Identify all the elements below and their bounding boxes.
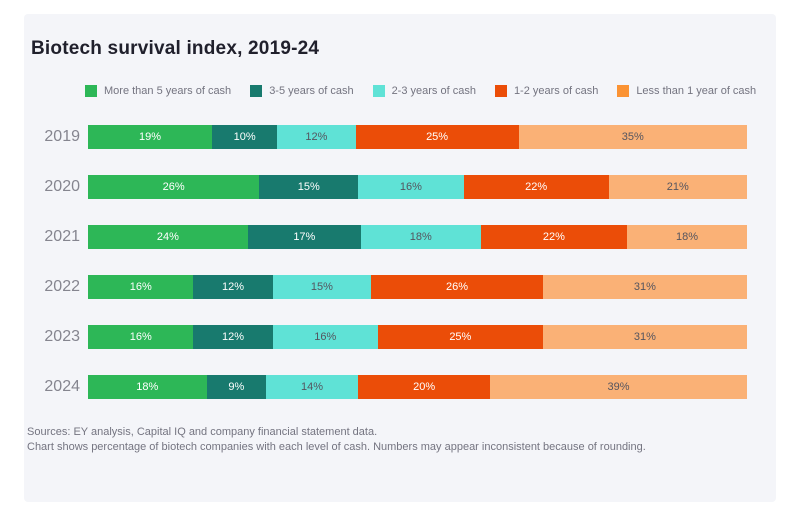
bar-segment: 22% — [480, 225, 628, 249]
legend-swatch-icon — [372, 85, 385, 97]
legend-item: 1-2 years of cash — [494, 85, 599, 97]
bar-segment: 17% — [247, 225, 361, 249]
legend-swatch-icon — [494, 85, 507, 97]
bar-segment: 39% — [490, 375, 748, 399]
bar-segment: 18% — [360, 225, 481, 249]
bar-segment: 12% — [277, 125, 356, 149]
stacked-bar: 16% 12% 16% 25% 31% — [88, 325, 747, 349]
legend-item: 3-5 years of cash — [250, 85, 354, 97]
stacked-bar: 24% 17% 18% 22% 18% — [88, 225, 747, 249]
bar-segment: 12% — [193, 325, 273, 349]
stacked-bar: 19% 10% 12% 25% 35% — [88, 125, 747, 149]
bar-segment: 26% — [371, 275, 543, 299]
chart-row: 2020 26% 15% 16% 22% 21% — [24, 175, 776, 199]
legend: More than 5 years of cash 3-5 years of ca… — [24, 85, 776, 97]
bar-segment: 26% — [88, 175, 260, 199]
chart-row: 2024 18% 9% 14% 20% 39% — [24, 375, 776, 399]
chart-panel: Biotech survival index, 2019-24 More tha… — [24, 14, 776, 502]
bar-segment: 31% — [542, 325, 747, 349]
legend-item: Less than 1 year of cash — [617, 85, 756, 97]
year-label: 2023 — [44, 328, 80, 345]
bar-segment: 31% — [542, 275, 747, 299]
stacked-bar: 18% 9% 14% 20% 39% — [88, 375, 748, 399]
bar-segment: 14% — [265, 375, 359, 399]
chart-row: 2023 16% 12% 16% 25% 31% — [24, 325, 776, 349]
bar-segment: 24% — [88, 225, 248, 249]
bar-segment: 20% — [358, 375, 490, 399]
legend-label: 3-5 years of cash — [269, 85, 354, 97]
chart-row: 2022 16% 12% 15% 26% 31% — [24, 275, 776, 299]
legend-label: More than 5 years of cash — [104, 85, 232, 97]
legend-label: 1-2 years of cash — [513, 85, 599, 97]
bar-segment: 35% — [518, 125, 747, 149]
bar-segment: 10% — [211, 125, 278, 149]
bar-segment: 15% — [272, 275, 372, 299]
legend-item: 2-3 years of cash — [372, 85, 476, 97]
bar-segment: 9% — [206, 375, 266, 399]
bar-segment: 16% — [358, 175, 464, 199]
legend-label: Less than 1 year of cash — [636, 85, 757, 97]
chart-title: Biotech survival index, 2019-24 — [31, 38, 320, 59]
chart-row: 2021 24% 17% 18% 22% 18% — [24, 225, 776, 249]
stacked-bar: 26% 15% 16% 22% 21% — [88, 175, 747, 199]
bar-segment: 16% — [272, 325, 378, 349]
legend-swatch-icon — [250, 85, 263, 97]
bar-segment: 18% — [627, 225, 747, 249]
bar-segment: 15% — [259, 175, 359, 199]
year-label: 2019 — [44, 128, 80, 145]
year-label: 2021 — [44, 228, 80, 245]
bar-segment: 22% — [463, 175, 609, 199]
bar-segment: 16% — [88, 275, 194, 299]
bar-segment: 18% — [88, 375, 207, 399]
footer-sources-line: Sources: EY analysis, Capital IQ and com… — [27, 426, 378, 438]
bar-segment: 25% — [377, 325, 543, 349]
chart-rows: 2019 19% 10% 12% 25% 35% 2020 26% 15% 16% 22% 21% 20… — [24, 125, 776, 399]
chart-row: 2019 19% 10% 12% 25% 35% — [24, 125, 776, 149]
bar-segment: 16% — [88, 325, 194, 349]
footer-note-line: Chart shows percentage of biotech compan… — [27, 441, 646, 453]
legend-swatch-icon — [85, 85, 97, 97]
chart-footer: Sources: EY analysis, Capital IQ and com… — [24, 425, 776, 455]
legend-swatch-icon — [617, 85, 630, 97]
bar-segment: 19% — [88, 125, 212, 149]
year-label: 2024 — [44, 378, 80, 395]
legend-item: More than 5 years of cash — [85, 85, 231, 97]
bar-segment: 25% — [355, 125, 519, 149]
stacked-bar: 16% 12% 15% 26% 31% — [88, 275, 747, 299]
year-label: 2020 — [44, 178, 80, 195]
bar-segment: 21% — [608, 175, 747, 199]
legend-label: 2-3 years of cash — [391, 85, 476, 97]
bar-segment: 12% — [193, 275, 273, 299]
year-label: 2022 — [44, 278, 80, 295]
